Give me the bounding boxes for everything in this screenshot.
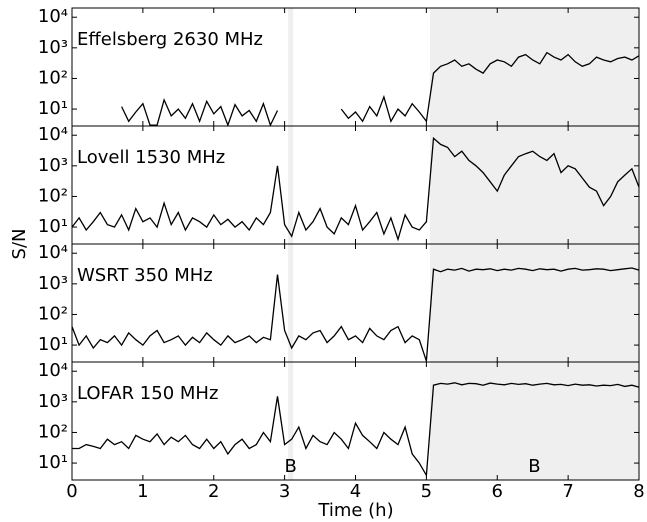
data-line xyxy=(71,267,640,362)
shaded-region xyxy=(288,126,294,244)
y-tick-label: 10¹ xyxy=(38,98,68,119)
shaded-region xyxy=(288,244,294,362)
shaded-region xyxy=(429,126,639,244)
shaded-region xyxy=(288,362,294,480)
data-line xyxy=(121,51,640,127)
series-label: LOFAR 150 MHz xyxy=(77,383,218,404)
x-tick-label: 1 xyxy=(137,481,148,502)
y-tick-label: 10² xyxy=(38,67,68,88)
y-tick-label: 10¹ xyxy=(38,334,68,355)
panel-frame xyxy=(71,361,640,481)
y-tick-label: 10³ xyxy=(38,37,68,58)
y-tick-label: 10⁴ xyxy=(38,6,68,27)
series-label: WSRT 350 MHz xyxy=(77,265,213,286)
y-tick-label: 10⁴ xyxy=(38,360,68,381)
x-axis-label: Time (h) xyxy=(317,500,393,521)
shaded-region xyxy=(429,244,639,362)
y-tick-label: 10² xyxy=(38,185,68,206)
x-tick-label: 3 xyxy=(279,481,290,502)
series-label: Lovell 1530 MHz xyxy=(77,147,225,168)
data-line xyxy=(71,136,640,242)
y-tick-label: 10² xyxy=(38,421,68,442)
x-tick-label: 7 xyxy=(562,481,573,502)
x-tick-label: 6 xyxy=(492,481,503,502)
y-tick-label: 10² xyxy=(38,303,68,324)
series-label: Effelsberg 2630 MHz xyxy=(77,29,263,50)
y-tick-label: 10³ xyxy=(38,155,68,176)
region-label: B xyxy=(284,456,296,477)
y-tick-label: 10³ xyxy=(38,273,68,294)
y-tick-label: 10⁴ xyxy=(38,242,68,263)
region-label: B xyxy=(528,456,540,477)
y-tick-label: 10¹ xyxy=(38,216,68,237)
data-line xyxy=(72,382,640,478)
x-tick-label: 8 xyxy=(633,481,644,502)
y-tick-label: 10¹ xyxy=(38,452,68,473)
y-tick-label: 10⁴ xyxy=(38,124,68,145)
shaded-region xyxy=(288,8,294,126)
shaded-region xyxy=(429,362,639,480)
shaded-region xyxy=(429,8,639,126)
x-tick-label: 4 xyxy=(350,481,361,502)
x-tick-label: 2 xyxy=(208,481,219,502)
x-tick-label: 5 xyxy=(421,481,432,502)
x-tick-label: 0 xyxy=(66,481,77,502)
y-axis-label: S/N xyxy=(9,229,30,260)
y-tick-label: 10³ xyxy=(38,391,68,412)
